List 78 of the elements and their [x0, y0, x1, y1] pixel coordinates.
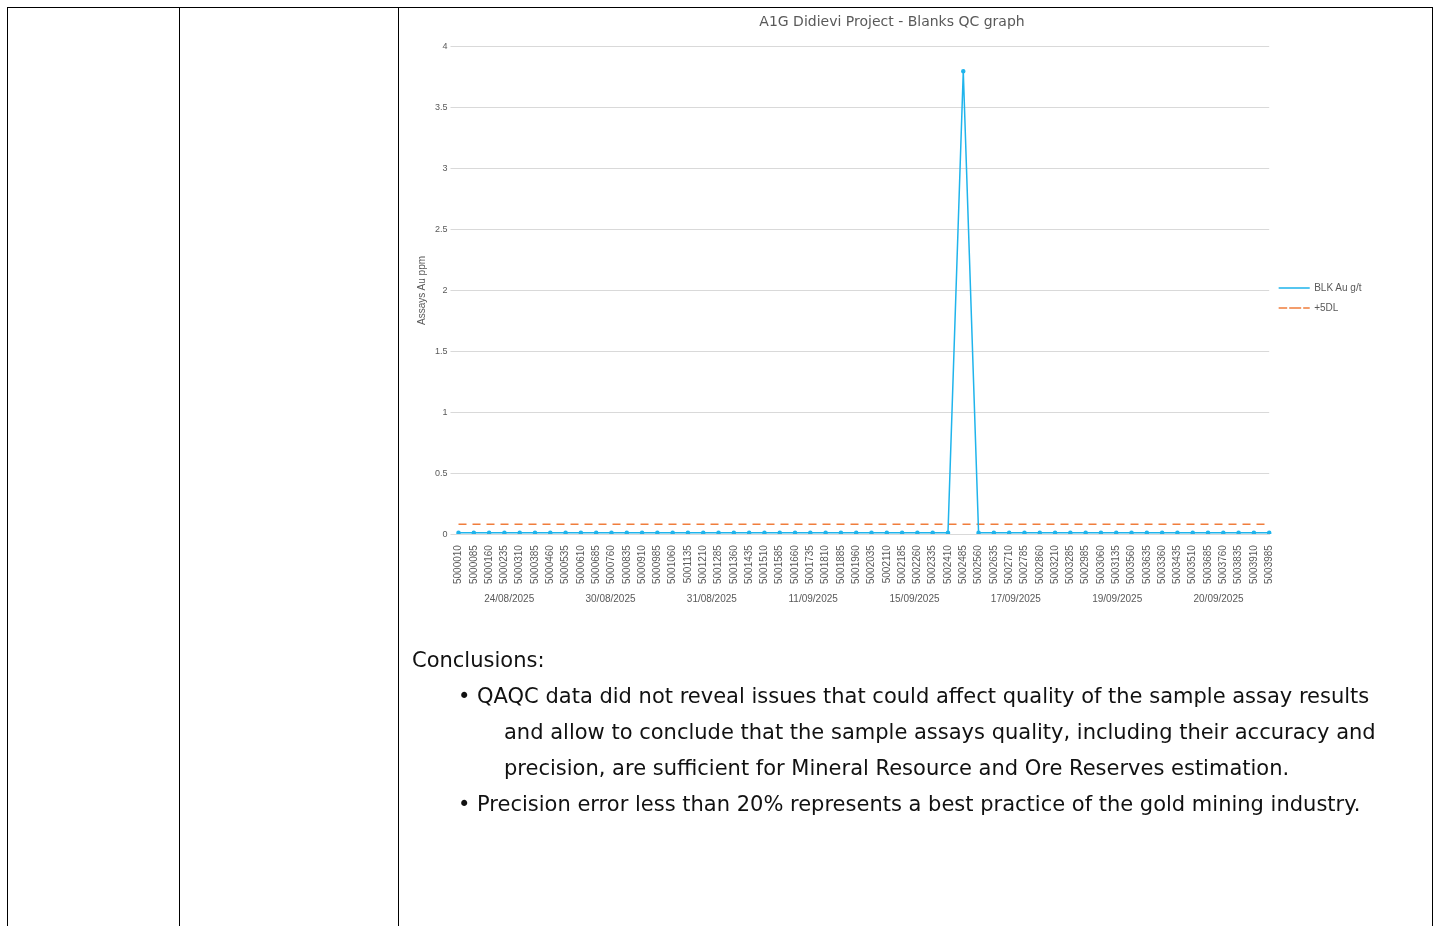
- x-tick-label: 5002860: [1033, 544, 1045, 585]
- x-tick-label: 5002985: [1079, 544, 1091, 585]
- text: 30/08/2025: [585, 592, 636, 604]
- text: 19/09/2025: [1092, 592, 1143, 604]
- x-tick-label: 5001360: [727, 544, 739, 585]
- x-tick-label: 5003910: [1247, 544, 1259, 585]
- x-tick-label: 5003985: [1262, 544, 1274, 585]
- x-tick-label: 5002560: [972, 544, 984, 585]
- x-tick-label: 5001585: [773, 544, 785, 585]
- text: • Precision error less than 20% represents a best practice of the gold mining industry.: [457, 791, 1362, 818]
- x-tick-label: 5001135: [681, 544, 693, 584]
- x-tick-label: 5003510: [1186, 544, 1198, 585]
- x-tick-label: 5002410: [941, 544, 953, 585]
- text: 15/09/2025: [889, 592, 940, 604]
- y-tick-label: 1.5: [435, 345, 448, 356]
- y-axis-title: Assays Au ppm: [415, 255, 427, 325]
- x-tick-label: 5003635: [1140, 544, 1152, 585]
- x-tick-label: 5001210: [697, 544, 708, 585]
- x-tick-label: 5000535: [559, 544, 571, 585]
- x-tick-label: 5002185: [895, 544, 907, 585]
- text: 20/09/2025: [1193, 592, 1244, 604]
- x-tick-label: 5000160: [482, 544, 494, 585]
- y-tick-label: 0: [442, 528, 448, 539]
- x-tick-label: 5001960: [849, 544, 861, 585]
- legend-label: +5DL: [1314, 301, 1339, 313]
- x-tick-label: 5002335: [926, 544, 938, 585]
- chart-title: A1G Didievi Project - Blanks QC graph: [759, 13, 1025, 30]
- x-tick-label: 5002785: [1018, 544, 1030, 585]
- x-tick-label: 5002110: [880, 544, 892, 584]
- x-tick-label: 5002485: [957, 544, 969, 585]
- x-tick-label: 5000085: [467, 544, 479, 585]
- x-tick-label: 5001735: [804, 544, 816, 585]
- x-tick-label: 5000760: [605, 544, 617, 585]
- x-tick-label: 5003210: [1048, 544, 1060, 585]
- x-tick-label: 5002260: [911, 544, 923, 585]
- x-tick-label: 5001885: [834, 544, 846, 585]
- x-tick-label: 5000460: [544, 544, 556, 585]
- x-tick-label: 5003760: [1217, 544, 1229, 585]
- text: Conclusions:: [412, 647, 546, 674]
- x-tick-label: 5002035: [865, 544, 877, 585]
- y-tick-label: 3: [442, 163, 448, 174]
- x-tick-label: 5000985: [651, 544, 663, 585]
- x-tick-label: 5003360: [1155, 544, 1167, 585]
- text: 31/08/2025: [686, 592, 738, 604]
- x-tick-label: 5000385: [528, 544, 540, 585]
- legend-label: BLK Au g/t: [1314, 281, 1362, 293]
- x-tick-label: 5001510: [758, 544, 770, 585]
- x-tick-label: 5001285: [712, 544, 724, 585]
- y-tick-label: 4: [442, 41, 448, 52]
- x-tick-label: 5000310: [513, 544, 525, 585]
- x-tick-label: 5002710: [1002, 544, 1014, 585]
- x-tick-label: 5000010: [452, 544, 464, 585]
- x-tick-label: 5003135: [1109, 544, 1121, 585]
- x-tick-label: 5001660: [788, 544, 800, 585]
- x-tick-label: 5000235: [498, 544, 510, 585]
- x-tick-label: 5001060: [666, 544, 678, 585]
- text: 11/09/2025: [788, 592, 839, 604]
- x-tick-label: 5000910: [635, 544, 647, 585]
- x-tick-label: 5000835: [620, 544, 632, 585]
- text: 17/09/2025: [990, 592, 1042, 604]
- x-tick-label: 5001435: [742, 544, 754, 585]
- y-tick-label: 1: [442, 406, 448, 417]
- x-tick-label: 5002635: [987, 544, 999, 585]
- x-tick-label: 5001810: [819, 544, 831, 585]
- y-tick-label: 2.5: [435, 224, 448, 235]
- x-tick-label: 5000685: [589, 544, 601, 585]
- x-tick-label: 5003060: [1094, 544, 1106, 585]
- y-tick-label: 3.5: [435, 102, 448, 113]
- x-tick-label: 5003560: [1125, 544, 1137, 585]
- y-tick-label: 2: [442, 284, 448, 295]
- text: • QAQC data did not reveal issues that could affect quality of the sample assay results and allow to conclude that the sample assays quality, including their accuracy and precision, are sufficient for Mineral Resource and Ore Reserves estimation.: [457, 683, 1377, 782]
- x-tick-label: 5003435: [1171, 544, 1183, 585]
- x-tick-label: 5000610: [574, 544, 586, 585]
- x-tick-label: 5003835: [1232, 544, 1244, 585]
- text: 24/08/2025: [484, 592, 535, 604]
- x-tick-label: 5003685: [1201, 544, 1213, 585]
- x-tick-label: 5003285: [1064, 544, 1076, 585]
- y-tick-label: 0.5: [435, 467, 448, 478]
